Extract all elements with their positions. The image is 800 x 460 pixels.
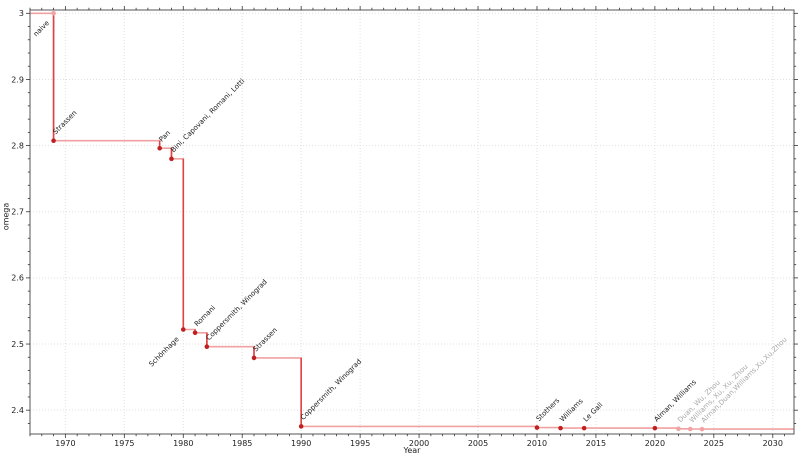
y-tick-label: 2.5	[11, 340, 24, 349]
data-point-marker	[192, 330, 198, 336]
y-tick-label: 2.4	[11, 406, 24, 415]
point-label: Alman,Duan,Williams,Xu,Xu,Zhou	[700, 336, 789, 425]
axis-ticks	[26, 6, 798, 438]
x-tick-label: 2030	[763, 439, 783, 448]
x-tick-label: 2025	[704, 439, 724, 448]
data-point-marker	[652, 425, 658, 431]
x-tick-label: 2010	[527, 439, 547, 448]
x-tick-label: 1970	[55, 439, 75, 448]
point-label: Williams	[558, 397, 585, 424]
y-tick-label: 3	[19, 9, 24, 18]
point-label: Romani	[193, 304, 217, 328]
y-tick-label: 2.6	[11, 274, 24, 283]
data-point-markers	[51, 11, 705, 432]
point-label: Strassen	[51, 109, 78, 136]
step-line	[30, 12, 794, 430]
point-label: Strassen	[252, 326, 279, 353]
point-label: naive	[32, 19, 51, 38]
data-point-marker	[534, 425, 540, 430]
axes-spines	[29, 9, 795, 435]
x-tick-label: 2020	[645, 439, 665, 448]
point-label: Stothers	[535, 396, 562, 423]
data-point-marker	[298, 424, 304, 429]
y-tick-label: 2.8	[11, 141, 24, 150]
x-tick-label: 2000	[409, 439, 429, 448]
point-label: Coppersmith, Winograd	[299, 358, 363, 422]
point-label: Bini, Capovani, Romani, Lotti	[169, 77, 246, 154]
data-point-marker	[169, 156, 174, 162]
x-tick-label: 1980	[173, 439, 193, 448]
y-tick-label: 2.7	[11, 208, 24, 217]
x-tick-label: 1995	[350, 439, 370, 448]
data-point-marker	[676, 426, 681, 432]
grid-lines	[30, 10, 794, 434]
point-label: Le Gall	[582, 401, 605, 424]
x-tick-label: 1990	[291, 439, 311, 448]
data-point-marker	[687, 426, 693, 432]
data-point-marker	[581, 425, 587, 431]
x-tick-label: 2005	[468, 439, 488, 448]
point-label: Pan	[157, 129, 172, 144]
tick-labels: 1970 1975 1980 1985 1990 1995 2000 2005 2010 2015…	[11, 9, 783, 448]
data-point-marker	[558, 425, 563, 431]
data-point-marker	[180, 327, 186, 332]
data-point-marker	[251, 355, 257, 361]
x-tick-label: 1975	[114, 439, 134, 448]
data-point-marker	[157, 145, 162, 151]
x-axis-title: Year	[403, 446, 421, 455]
data-point-marker	[699, 426, 705, 432]
x-tick-label: 2015	[586, 439, 606, 448]
point-label: Williams, Xu, Xu, Zhou	[688, 363, 750, 425]
data-point-marker	[51, 11, 56, 16]
data-point-marker	[51, 138, 56, 144]
data-point-marker	[204, 344, 210, 349]
x-tick-label: 1985	[232, 439, 252, 448]
y-axis-title: omega	[1, 202, 11, 231]
y-tick-label: 2.9	[11, 75, 24, 84]
point-label: Schönhage	[148, 335, 181, 368]
